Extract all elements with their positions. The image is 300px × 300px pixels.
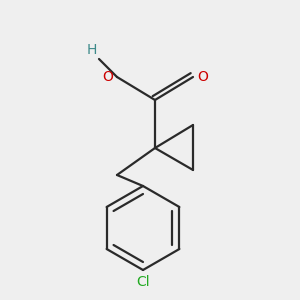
Text: O: O xyxy=(102,70,113,84)
Text: H: H xyxy=(87,43,97,57)
Text: Cl: Cl xyxy=(136,275,150,289)
Text: O: O xyxy=(197,70,208,84)
